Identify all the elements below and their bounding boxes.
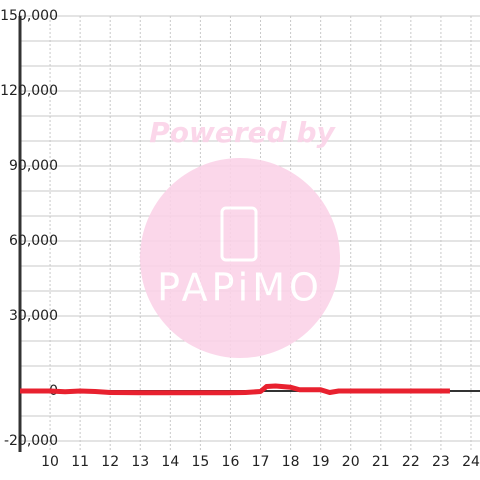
- x-tick-label: 15: [191, 454, 209, 470]
- watermark: Powered by PAPiMO: [140, 116, 340, 358]
- watermark-text: Powered by: [149, 116, 336, 149]
- x-tick-label: 22: [402, 454, 420, 470]
- x-tick-label: 12: [101, 454, 119, 470]
- watermark-circle: [140, 158, 340, 358]
- watermark-icon: [220, 206, 258, 262]
- x-tick-label: 23: [432, 454, 450, 470]
- y-tick-label: 60,000: [9, 233, 58, 249]
- y-tick-label: 30,000: [9, 308, 58, 324]
- y-tick-label: 150,000: [0, 8, 58, 24]
- x-tick-label: 11: [71, 454, 89, 470]
- watermark-logo: PAPiMO: [157, 266, 323, 310]
- y-tick-label: 90,000: [9, 158, 58, 174]
- x-tick-label: 24: [462, 454, 480, 470]
- series-line: [20, 383, 450, 396]
- x-tick-label: 20: [342, 454, 360, 470]
- x-tick-label: 10: [41, 454, 59, 470]
- x-tick-label: 13: [131, 454, 149, 470]
- x-tick-label: 18: [282, 454, 300, 470]
- x-tick-label: 19: [312, 454, 330, 470]
- y-tick-label: -20,000: [4, 433, 58, 449]
- x-tick-label: 17: [252, 454, 270, 470]
- x-tick-label: 14: [161, 454, 179, 470]
- x-tick-label: 16: [222, 454, 240, 470]
- x-tick-label: 21: [372, 454, 390, 470]
- y-tick-label: 120,000: [0, 83, 58, 99]
